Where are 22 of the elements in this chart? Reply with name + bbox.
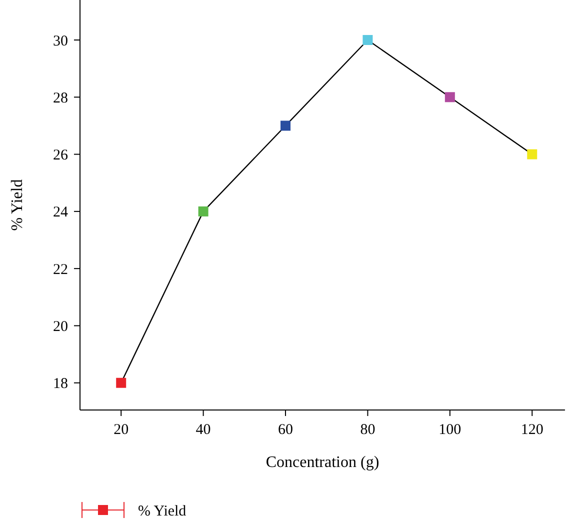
y-tick-label: 20 (53, 318, 68, 335)
x-tick-label: 20 (114, 422, 129, 438)
point (444, 92, 455, 102)
legend-label: % Yield (138, 503, 187, 520)
x-tick-label: 120 (520, 422, 544, 438)
x-tick-label: 60 (278, 422, 294, 438)
y-tick-label: 22 (53, 262, 68, 278)
point (198, 206, 208, 216)
y-axis-title: % Yield (9, 179, 26, 231)
y-tick-label: 18 (53, 376, 68, 392)
point (116, 378, 126, 388)
y-tick-label: 30 (53, 33, 68, 50)
x-tick-label: 40 (196, 422, 211, 438)
x-axis-title: Concentration (g) (266, 454, 380, 471)
y-tick-label: 24 (53, 204, 68, 221)
y-tick-label: 26 (53, 148, 68, 164)
x-tick-label: 80 (360, 422, 376, 438)
point (280, 120, 291, 131)
point (362, 35, 373, 45)
point (527, 149, 538, 160)
x-tick-label: 100 (438, 422, 462, 438)
y-tick-label: 28 (53, 90, 68, 106)
